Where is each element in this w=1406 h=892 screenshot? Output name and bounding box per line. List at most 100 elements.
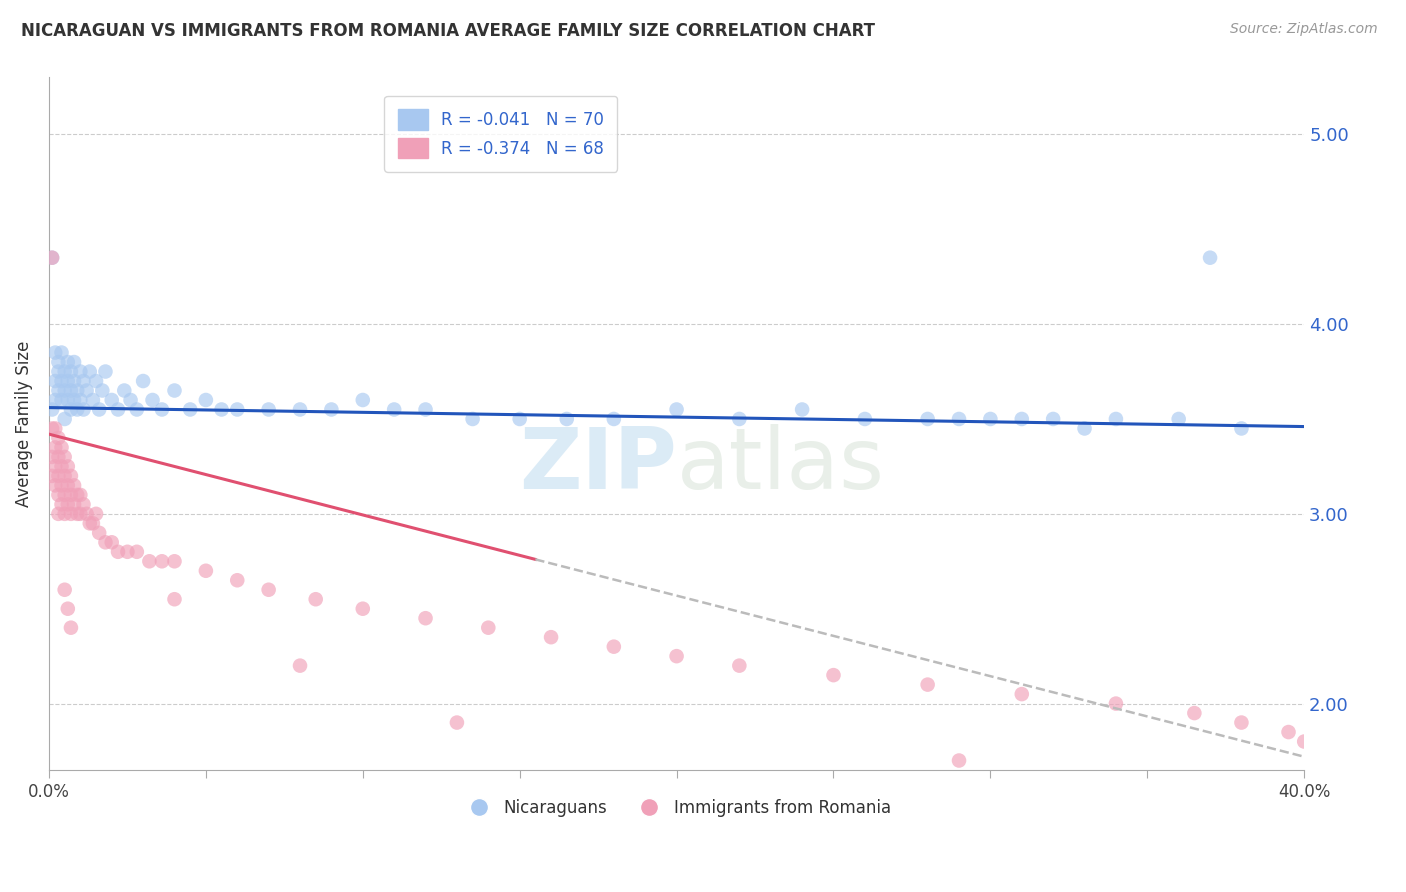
Point	[48, 507, 70, 521]
Point	[51, 478, 73, 492]
Point	[56, 374, 79, 388]
Point	[59, 621, 82, 635]
Point	[48, 355, 70, 369]
Point	[1294, 734, 1316, 748]
Point	[44, 441, 66, 455]
Point	[150, 402, 173, 417]
Point	[112, 384, 135, 398]
Point	[226, 574, 249, 588]
Point	[56, 392, 79, 407]
Point	[53, 469, 76, 483]
Point	[63, 374, 86, 388]
Point	[461, 412, 484, 426]
Point	[917, 678, 939, 692]
Point	[51, 441, 73, 455]
Point	[1042, 412, 1064, 426]
Point	[603, 412, 626, 426]
Point	[132, 374, 155, 388]
Point	[415, 402, 437, 417]
Point	[917, 412, 939, 426]
Text: Source: ZipAtlas.com: Source: ZipAtlas.com	[1230, 22, 1378, 37]
Point	[125, 402, 148, 417]
Point	[66, 507, 89, 521]
Point	[48, 365, 70, 379]
Point	[51, 374, 73, 388]
Point	[69, 365, 91, 379]
Point	[107, 545, 129, 559]
Point	[979, 412, 1001, 426]
Point	[48, 469, 70, 483]
Point	[53, 384, 76, 398]
Point	[288, 658, 311, 673]
Point	[728, 412, 751, 426]
Point	[179, 402, 201, 417]
Point	[51, 497, 73, 511]
Point	[48, 431, 70, 445]
Text: atlas: atlas	[676, 424, 884, 507]
Point	[56, 601, 79, 615]
Legend: Nicaraguans, Immigrants from Romania: Nicaraguans, Immigrants from Romania	[456, 793, 898, 824]
Point	[44, 421, 66, 435]
Point	[53, 412, 76, 426]
Point	[555, 412, 578, 426]
Point	[91, 384, 114, 398]
Point	[138, 554, 160, 568]
Point	[89, 402, 111, 417]
Point	[1230, 421, 1253, 435]
Point	[288, 402, 311, 417]
Y-axis label: Average Family Size: Average Family Size	[15, 341, 32, 507]
Point	[163, 592, 186, 607]
Point	[53, 582, 76, 597]
Point	[257, 582, 280, 597]
Point	[211, 402, 233, 417]
Point	[44, 459, 66, 474]
Point	[257, 402, 280, 417]
Point	[120, 392, 142, 407]
Point	[1073, 421, 1095, 435]
Point	[352, 392, 374, 407]
Point	[823, 668, 845, 682]
Point	[48, 450, 70, 464]
Point	[59, 488, 82, 502]
Point	[382, 402, 405, 417]
Point	[53, 488, 76, 502]
Point	[41, 450, 63, 464]
Point	[44, 392, 66, 407]
Point	[56, 459, 79, 474]
Point	[1011, 687, 1033, 701]
Point	[59, 384, 82, 398]
Point	[163, 554, 186, 568]
Point	[194, 564, 217, 578]
Point	[72, 497, 94, 511]
Point	[107, 402, 129, 417]
Point	[141, 392, 163, 407]
Point	[66, 384, 89, 398]
Point	[59, 402, 82, 417]
Point	[44, 478, 66, 492]
Point	[72, 402, 94, 417]
Point	[1230, 715, 1253, 730]
Point	[41, 251, 63, 265]
Point	[305, 592, 328, 607]
Point	[56, 355, 79, 369]
Point	[948, 412, 970, 426]
Point	[63, 478, 86, 492]
Point	[51, 459, 73, 474]
Point	[321, 402, 343, 417]
Point	[48, 488, 70, 502]
Point	[56, 497, 79, 511]
Point	[59, 507, 82, 521]
Point	[665, 402, 688, 417]
Point	[948, 754, 970, 768]
Point	[69, 507, 91, 521]
Point	[69, 488, 91, 502]
Point	[1199, 251, 1222, 265]
Point	[84, 374, 107, 388]
Point	[1182, 706, 1205, 720]
Point	[790, 402, 813, 417]
Point	[150, 554, 173, 568]
Point	[728, 658, 751, 673]
Point	[53, 365, 76, 379]
Point	[56, 478, 79, 492]
Point	[41, 251, 63, 265]
